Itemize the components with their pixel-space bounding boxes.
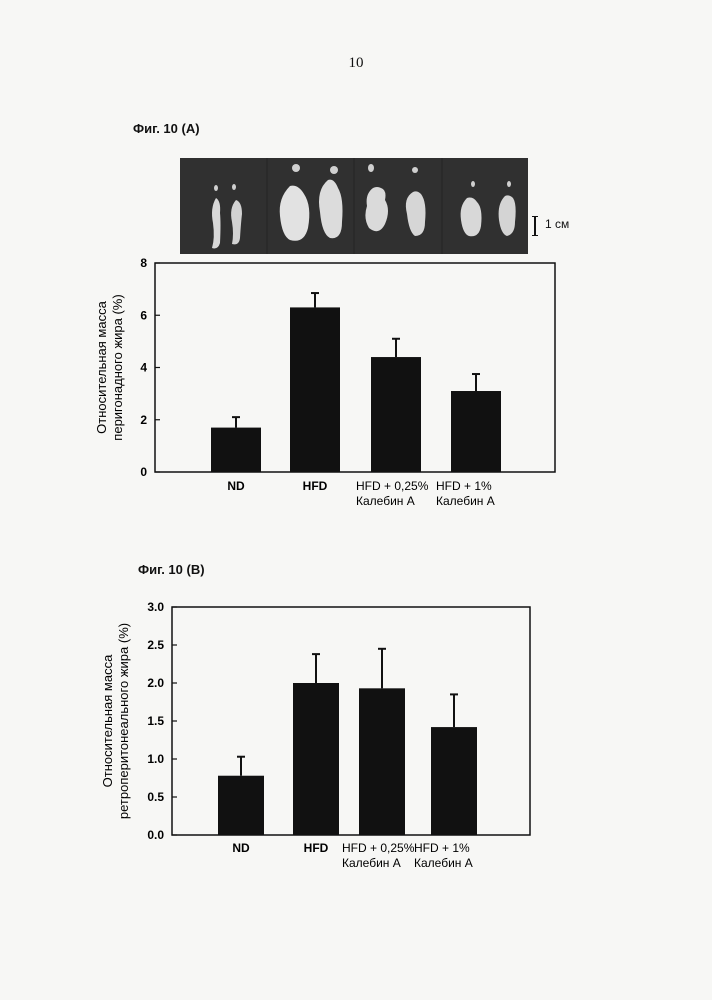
bar xyxy=(359,688,405,835)
category-label: HFD + 1% xyxy=(414,841,470,855)
category-label: HFD + 0,25% xyxy=(342,841,415,855)
y-tick-label: 0.5 xyxy=(147,790,164,804)
bar xyxy=(431,727,477,835)
category-label: ND xyxy=(232,841,250,855)
y-tick-label: 1.5 xyxy=(147,714,164,728)
y-tick-label: 1.0 xyxy=(147,752,164,766)
category-label: Калебин А xyxy=(342,856,401,870)
y-tick-label: 2.5 xyxy=(147,638,164,652)
y-tick-label: 3.0 xyxy=(147,600,164,614)
category-label: Калебин А xyxy=(414,856,473,870)
y-tick-label: 0.0 xyxy=(147,828,164,842)
category-label: HFD xyxy=(304,841,329,855)
bar xyxy=(293,683,339,835)
y-tick-label: 2.0 xyxy=(147,676,164,690)
y-axis-label: Относительная масса xyxy=(100,654,115,787)
bar xyxy=(218,776,264,835)
y-axis-label: ретроперитонеального жира (%) xyxy=(116,623,131,819)
